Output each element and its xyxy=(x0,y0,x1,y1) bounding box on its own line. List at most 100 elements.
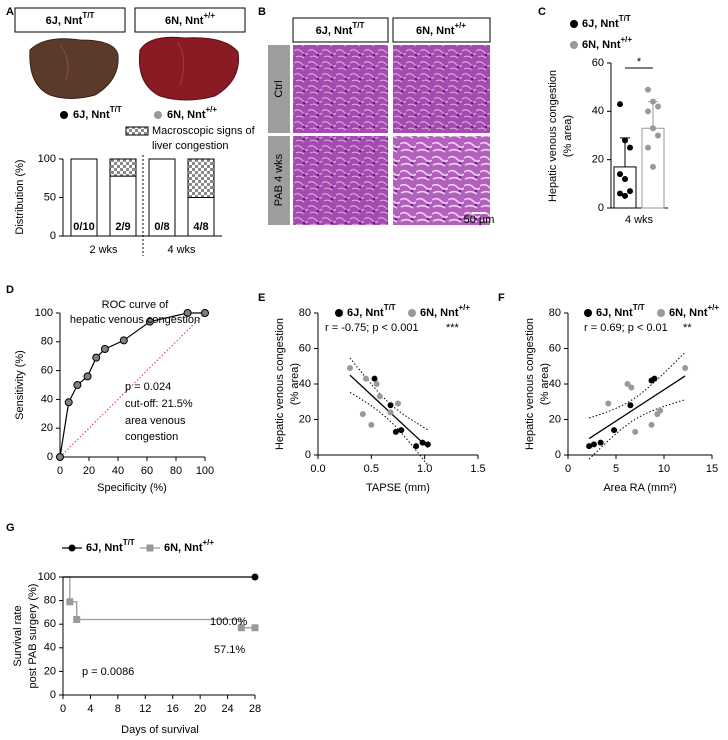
bar xyxy=(613,166,637,209)
x-tick-label: 20 xyxy=(83,465,95,477)
legend-dot xyxy=(570,41,578,49)
data-point xyxy=(651,375,658,382)
label-name: 6N, Nnt xyxy=(669,307,708,319)
annotation: r = -0.75; p < 0.001 xyxy=(325,322,419,334)
data-point xyxy=(368,421,375,428)
confidence-band xyxy=(588,351,686,419)
y-tick-label: 80 xyxy=(299,307,311,319)
legend-swatch xyxy=(125,126,149,136)
annotation: p = 0.0086 xyxy=(82,666,134,678)
x-tick-label: 20 xyxy=(194,703,206,715)
y-tick-label: 60 xyxy=(592,57,604,69)
data-point xyxy=(624,381,631,387)
data-point xyxy=(611,427,618,434)
label: 6J, NntT/T xyxy=(46,11,95,27)
annotation: p = 0.024 xyxy=(125,381,171,393)
y-tick-label: 20 xyxy=(592,154,604,166)
x-tick-label: 60 xyxy=(141,465,153,477)
data-point xyxy=(648,421,655,428)
label: 6J, NntT/T xyxy=(347,303,396,319)
y-tick-label: 60 xyxy=(41,365,53,377)
bar-segment xyxy=(148,158,176,237)
data-point xyxy=(359,411,366,418)
data-point xyxy=(645,86,651,93)
panel-letter: B xyxy=(258,6,266,18)
y-tick-label: 40 xyxy=(592,105,604,117)
label-sup: +/+ xyxy=(206,105,218,114)
y-tick-label: 40 xyxy=(41,393,53,405)
y-tick-label: 80 xyxy=(549,307,561,319)
label-box xyxy=(292,17,389,43)
marker xyxy=(237,624,245,632)
data-point xyxy=(650,125,656,132)
marker xyxy=(251,624,259,632)
data-point xyxy=(627,188,633,195)
y-tick-label: 20 xyxy=(44,665,56,677)
label: 6N, Nnt+/+ xyxy=(167,105,217,121)
y-tick-label: 60 xyxy=(549,342,561,354)
row-label-box xyxy=(268,136,290,225)
label: 6J, NntT/T xyxy=(596,303,645,319)
marker xyxy=(201,309,209,317)
label-sup: +/+ xyxy=(708,303,720,312)
marker xyxy=(73,381,82,389)
micrograph xyxy=(293,45,388,133)
x-tick-label: 15 xyxy=(706,463,718,475)
legend-dot xyxy=(570,20,578,28)
y-tick-label: 40 xyxy=(549,378,561,390)
x-tick-label: 1.0 xyxy=(417,463,432,475)
data-point xyxy=(376,393,383,400)
data-point xyxy=(347,365,353,372)
row-label: Ctrl xyxy=(273,80,285,97)
value-label: 2/9 xyxy=(115,221,130,233)
y-axis-label: (% area) xyxy=(289,363,301,405)
data-point xyxy=(627,144,633,151)
y-tick-label: 80 xyxy=(41,336,53,348)
annotation: congestion xyxy=(125,431,178,443)
marker xyxy=(92,353,101,362)
confidence-band xyxy=(588,399,686,460)
y-tick-label: 40 xyxy=(44,642,56,654)
data-point xyxy=(682,365,689,372)
bar-segment xyxy=(187,197,215,237)
x-tick-label: 40 xyxy=(112,465,124,477)
row-label: PAB 4 wks xyxy=(273,153,285,206)
label-sup: +/+ xyxy=(454,21,466,30)
x-tick-label: 100 xyxy=(196,465,214,477)
annotation: * xyxy=(637,56,642,68)
label-sup: T/T xyxy=(110,105,122,114)
data-point xyxy=(363,375,369,382)
bar-segment xyxy=(187,158,215,198)
x-tick-label: 80 xyxy=(170,465,182,477)
y-tick-label: 60 xyxy=(299,342,311,354)
x-tick-label: 0.5 xyxy=(364,463,379,475)
x-tick-label: 0 xyxy=(57,465,63,477)
label-sup: +/+ xyxy=(459,303,471,312)
label-sup: T/T xyxy=(123,538,135,547)
data-point xyxy=(645,144,651,151)
x-tick-label: 0 xyxy=(565,463,571,475)
marker xyxy=(119,336,128,345)
x-axis-label: TAPSE (mm) xyxy=(366,482,430,494)
label: 6N, Nnt+/+ xyxy=(669,303,719,319)
y-axis-label: Hepatic venous congestion xyxy=(274,318,286,450)
line xyxy=(59,312,205,458)
x-tick-label: 4 xyxy=(87,703,93,715)
data-point xyxy=(650,163,656,170)
y-tick-label: 0 xyxy=(50,689,56,701)
data-point xyxy=(395,400,401,407)
y-tick-label: 80 xyxy=(44,595,56,607)
label-name: 6J, Nnt xyxy=(582,18,619,30)
y-axis-label: Hepatic venous congestion xyxy=(547,70,559,202)
x-tick-label: 8 xyxy=(115,703,121,715)
legend-dot xyxy=(335,309,343,317)
annotation: *** xyxy=(446,322,460,334)
marker xyxy=(251,573,259,581)
y-axis-label: Distribution (%) xyxy=(14,159,26,234)
annotation: ** xyxy=(683,322,692,334)
data-point xyxy=(586,443,593,450)
data-point xyxy=(590,441,597,448)
x-axis-label: Days of survival xyxy=(121,724,199,736)
data-point xyxy=(387,409,394,416)
